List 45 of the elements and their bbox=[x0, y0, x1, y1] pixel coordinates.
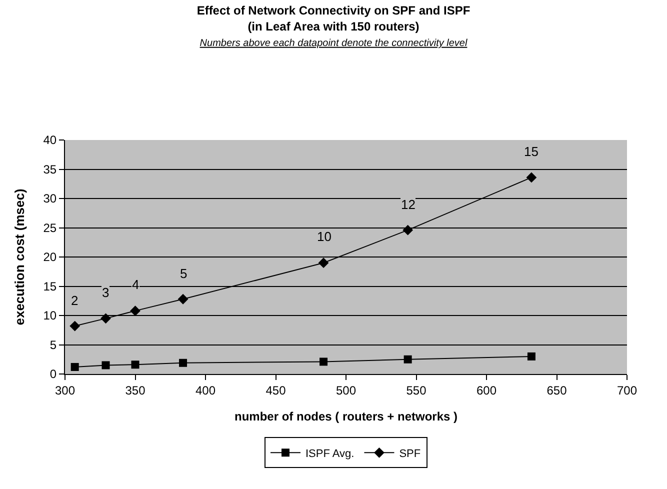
point bbox=[131, 360, 140, 369]
point bbox=[130, 306, 140, 316]
x-tick-label: 650 bbox=[546, 383, 568, 398]
point bbox=[318, 258, 329, 268]
x-axis-title: number of nodes ( routers + networks ) bbox=[234, 409, 458, 424]
y-tick-label: 30 bbox=[43, 192, 57, 206]
point bbox=[102, 361, 110, 370]
x-tick-label: 550 bbox=[406, 383, 427, 398]
x-tick-label: 600 bbox=[476, 383, 497, 398]
y-tick-label: 20 bbox=[43, 250, 57, 264]
y-tick-label: 35 bbox=[43, 162, 57, 176]
point bbox=[70, 362, 79, 371]
annotation: 12 bbox=[401, 197, 416, 212]
legend-label: SPF bbox=[399, 448, 421, 460]
x-tick-label: 400 bbox=[195, 383, 216, 398]
chart-title: Effect of Network Connectivity on SPF and ISPF (in Leaf Area with 150 routers) bbox=[196, 4, 470, 34]
point bbox=[70, 320, 80, 332]
point bbox=[404, 355, 412, 364]
annotation: 5 bbox=[180, 266, 188, 281]
y-tick-label: 25 bbox=[43, 220, 57, 235]
y-tick-label: 0 bbox=[50, 367, 57, 382]
annotation: 2 bbox=[71, 293, 78, 308]
chart-subtitle: Numbers above each datapoint denote the connectivity level bbox=[200, 38, 468, 49]
point bbox=[526, 172, 537, 183]
x-tick-label: 500 bbox=[336, 383, 356, 398]
x-tick-label: 450 bbox=[266, 383, 286, 398]
y-tick-label: 5 bbox=[50, 338, 57, 352]
annotation: 10 bbox=[317, 229, 332, 244]
point bbox=[178, 294, 188, 304]
point bbox=[402, 224, 414, 236]
x-tick-label: 300 bbox=[54, 383, 76, 398]
legend-label: ISPF Avg. bbox=[306, 448, 354, 460]
x-tick-label: 700 bbox=[616, 383, 638, 398]
point bbox=[527, 352, 536, 360]
y-tick-label: 15 bbox=[43, 279, 57, 294]
annotation: 3 bbox=[102, 285, 110, 300]
point bbox=[100, 313, 111, 324]
annotation: 15 bbox=[524, 144, 538, 159]
y-tick-label: 40 bbox=[43, 133, 57, 148]
y-tick-label: 10 bbox=[43, 308, 57, 323]
point bbox=[179, 358, 188, 367]
y-axis-title: execution cost (msec) bbox=[12, 188, 28, 326]
point bbox=[320, 358, 328, 366]
x-tick-label: 350 bbox=[125, 383, 146, 398]
annotation: 4 bbox=[132, 277, 140, 292]
